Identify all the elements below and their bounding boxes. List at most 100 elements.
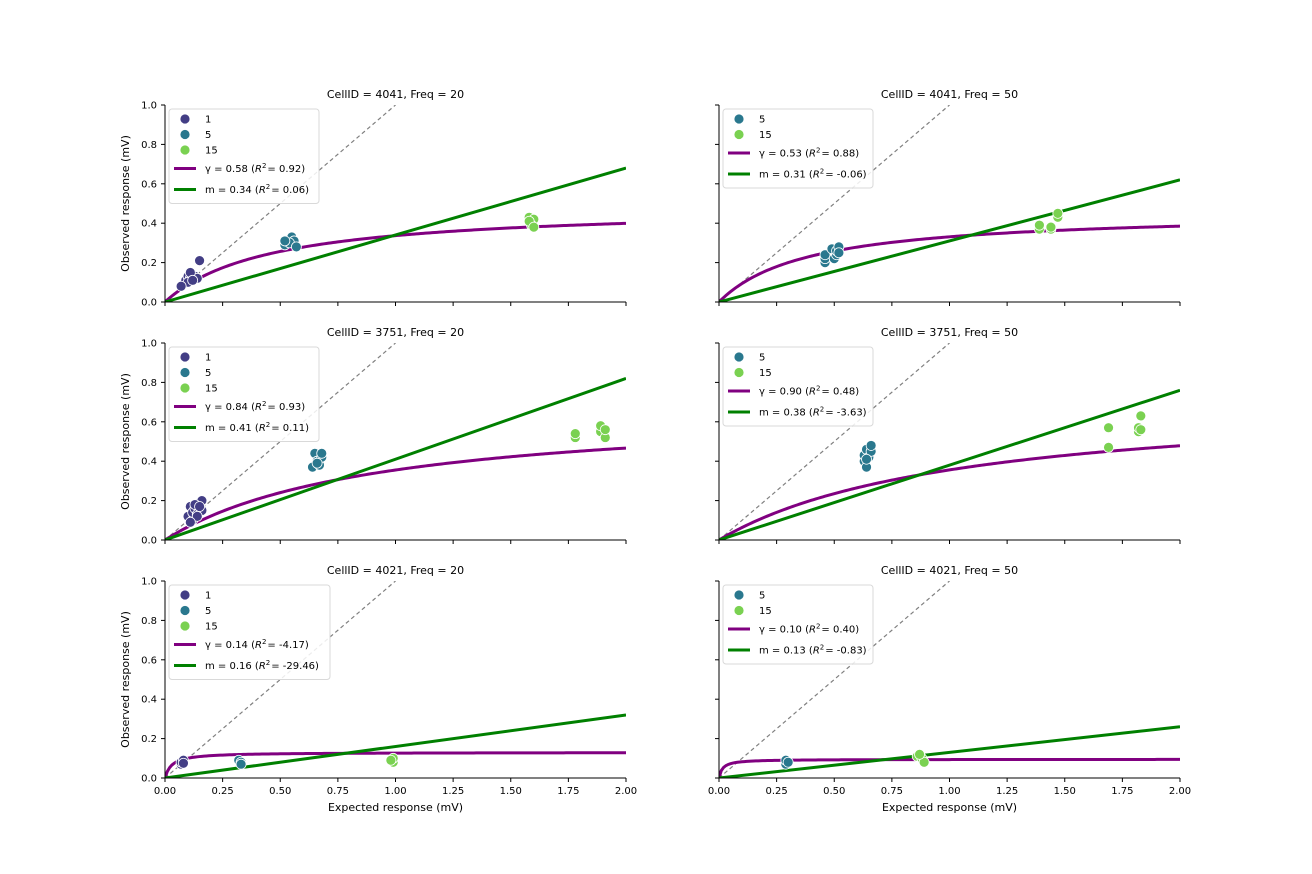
linear-fit-line	[719, 388, 1180, 540]
data-point	[184, 516, 196, 528]
legend-label: 15	[205, 384, 218, 395]
data-point	[279, 235, 291, 247]
subplot-3: CellID = 3751, Freq = 20 0.0 0.2 0.4 0.6 0.8 1…	[119, 326, 627, 547]
y-tick-label: 0.6	[141, 655, 157, 666]
subplot-5: CellID = 4021, Freq = 200.00 0.25 0.50 0.75…	[119, 564, 637, 814]
data-point	[1103, 442, 1114, 453]
r2-symbol: R	[255, 640, 262, 651]
legend-box	[722, 108, 874, 189]
subplot-1: CellID = 4041, Freq = 20 0.0 0.2 0.4 0.6 0.8 1…	[119, 88, 627, 309]
r2-exponent: 2	[816, 623, 820, 631]
legend-gamma-text: γ = 0.53 (	[759, 149, 809, 160]
legend-marker	[179, 351, 191, 363]
legend-label: 5	[759, 591, 765, 602]
legend-marker	[733, 351, 745, 363]
identity-line	[165, 581, 396, 778]
r2-exponent: 2	[262, 638, 266, 646]
legend-linear-label: m = 0.41 (R2= 0.11)	[205, 421, 309, 434]
r2-symbol: R	[255, 164, 262, 175]
series-5	[233, 754, 247, 770]
y-tick-label: 1.0	[141, 577, 157, 588]
legend-box	[168, 584, 331, 680]
data-point	[599, 424, 611, 436]
legend-linear-label: m = 0.34 (R2= 0.06)	[205, 183, 309, 196]
legend-gamma-label: γ = 0.14 (R2= -4.17)	[205, 638, 309, 651]
series-15	[569, 420, 611, 443]
series-1	[175, 255, 205, 292]
legend-label: 1	[205, 353, 211, 364]
legend-marker	[179, 589, 191, 601]
legend-gamma-text: γ = 0.14 (	[205, 640, 255, 651]
legend-marker	[733, 129, 745, 140]
r2-exponent: 2	[262, 400, 266, 408]
linear-fit-line	[165, 713, 626, 778]
data-point	[782, 756, 794, 768]
subplot-title: CellID = 3751, Freq = 50	[881, 326, 1018, 339]
legend-box	[722, 584, 874, 665]
gamma-fit-line	[719, 444, 1180, 540]
data-point	[819, 249, 831, 261]
legend-label: 1	[205, 591, 211, 602]
legend-label: 5	[759, 353, 765, 364]
y-tick-label: 0.0	[141, 536, 157, 547]
x-tick-label: 2.00	[1169, 786, 1191, 797]
legend-marker	[179, 129, 191, 140]
x-tick-label: 2.00	[615, 786, 637, 797]
x-axis-label: Expected response (mV)	[882, 801, 1017, 814]
legend-gamma-text: γ = 0.84 (	[205, 402, 255, 413]
data-point	[311, 457, 323, 469]
linear-fit-line	[719, 178, 1180, 302]
identity-line	[719, 105, 950, 302]
legend-gamma-label: γ = 0.10 (R2= 0.40)	[759, 623, 859, 636]
data-point	[1052, 207, 1064, 219]
data-point	[833, 247, 845, 259]
legend-gamma-label: γ = 0.84 (R2= 0.93)	[205, 400, 305, 413]
data-point	[865, 440, 877, 451]
legend-label: 15	[205, 622, 218, 633]
series-5	[279, 231, 302, 253]
legend-linear-label: m = 0.13 (R2= -0.83)	[759, 644, 867, 657]
x-tick-label: 1.75	[1111, 786, 1133, 797]
legend-gamma-r2: = 0.40)	[821, 625, 859, 636]
r2-exponent: 2	[266, 183, 270, 191]
data-point	[194, 255, 205, 267]
legend-linear-r2: = -0.83)	[825, 646, 866, 657]
y-axis-label: Observed response (mV)	[119, 373, 132, 510]
y-tick-label: 1.0	[141, 101, 157, 112]
gamma-fit-line	[165, 446, 626, 540]
legend-gamma-r2: = 0.88)	[821, 149, 859, 160]
legend-linear-label: m = 0.38 (R2= -3.63)	[759, 406, 867, 419]
subplot-title: CellID = 3751, Freq = 20	[327, 326, 464, 339]
legend-gamma-text: γ = 0.58 (	[205, 164, 255, 175]
y-tick-label: 0.8	[141, 140, 157, 151]
legend-box	[722, 346, 874, 427]
y-tick-label: 1.0	[141, 339, 157, 350]
data-point	[187, 274, 199, 286]
legend-gamma-text: γ = 0.90 (	[759, 387, 809, 398]
y-tick-label: 0.2	[141, 496, 157, 507]
series-5	[780, 754, 794, 770]
r2-symbol: R	[813, 646, 820, 657]
legend-label: 15	[759, 130, 772, 141]
y-axis-label: Observed response (mV)	[119, 135, 132, 272]
identity-line	[719, 581, 950, 778]
linear-fit-line	[719, 725, 1180, 778]
legend-gamma-label: γ = 0.58 (R2= 0.92)	[205, 162, 305, 175]
x-tick-label: 0.75	[327, 786, 349, 797]
legend-gamma-label: γ = 0.90 (R2= 0.48)	[759, 385, 859, 398]
series-15	[1033, 207, 1064, 235]
r2-exponent: 2	[262, 162, 266, 170]
gamma-fit-line	[719, 224, 1180, 302]
series-5	[307, 447, 328, 473]
r2-symbol: R	[813, 408, 820, 419]
data-point	[290, 241, 302, 253]
legend-gamma-text: γ = 0.10 (	[759, 625, 809, 636]
legend-gamma-r2: = 0.93)	[267, 402, 305, 413]
legend-marker	[733, 367, 745, 378]
r2-symbol: R	[259, 661, 266, 672]
y-tick-label: 0.2	[141, 734, 157, 745]
